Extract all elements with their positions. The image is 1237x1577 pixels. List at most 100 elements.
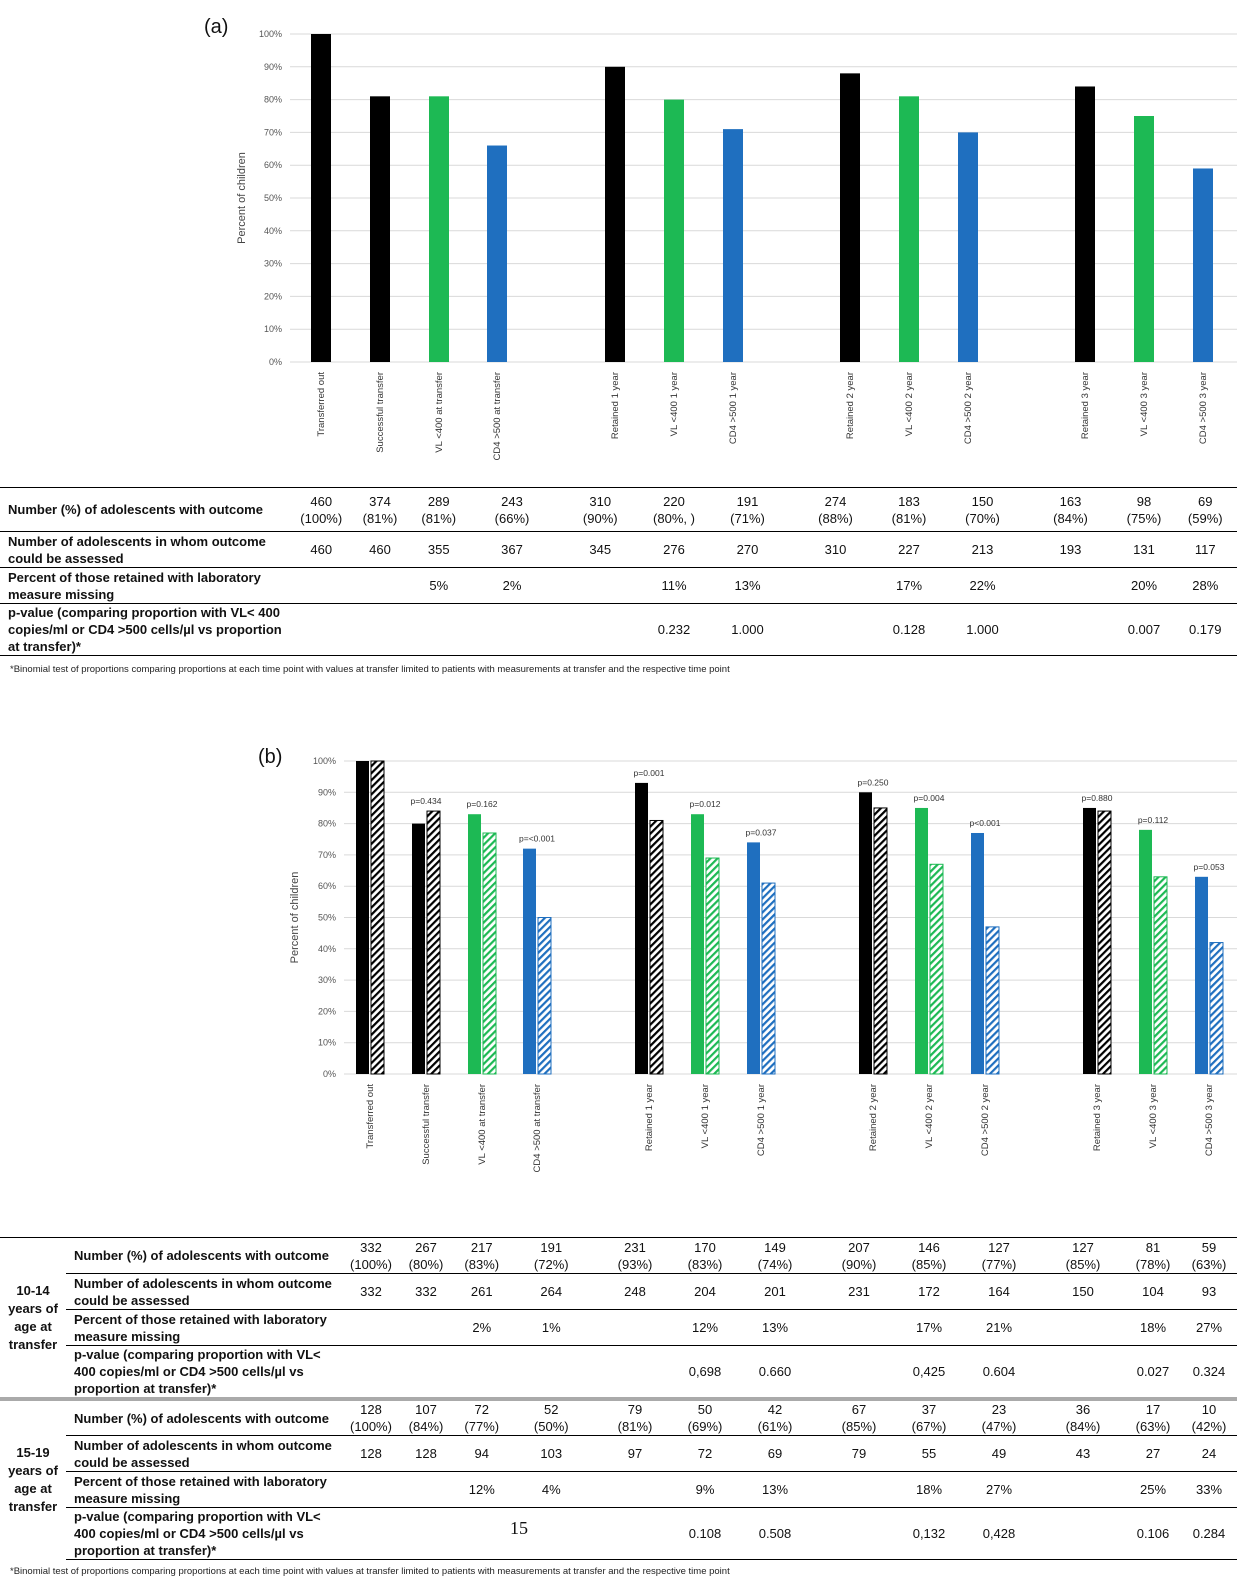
table-b-footnote: *Binomial test of proportions comparing … xyxy=(10,1566,730,1577)
x-tick-label-b: CD4 >500 at transfer xyxy=(532,1084,543,1172)
table-cell: 201 xyxy=(733,1273,817,1310)
table-cell: 79 (81%) xyxy=(593,1397,677,1436)
table-cell: 0.128 xyxy=(879,603,939,656)
table-cell: 37 (67%) xyxy=(901,1397,957,1436)
table-cell: 23 (47%) xyxy=(957,1397,1041,1436)
bar-b-solid xyxy=(412,823,425,1074)
table-cell xyxy=(791,567,880,604)
table-cell: 310 (90%) xyxy=(556,487,645,532)
x-tick-label-b: VL <400 1 year xyxy=(700,1084,711,1148)
row-label: p-value (comparing proportion with VL< 4… xyxy=(66,1507,344,1560)
table-cell: 42 (61%) xyxy=(733,1397,817,1436)
bar-b-hatched xyxy=(761,882,776,1075)
chart-b: 0% 10% 20% 30% 40% 50% 60% 70% 80% 90% 100% Percent… xyxy=(289,756,1237,1172)
table-cell: 0.508 xyxy=(733,1507,817,1560)
table-cell: 13% xyxy=(733,1309,817,1346)
table-cell: 0,428 xyxy=(957,1507,1041,1560)
table-cell: 0.108 xyxy=(677,1507,733,1560)
x-tick-label-b: VL <400 at transfer xyxy=(477,1084,488,1165)
table-b-row: 15-19 years of age at transfer Number (%)… xyxy=(0,1397,1237,1560)
table-cell: 289 (81%) xyxy=(409,487,468,532)
page-number: 15 xyxy=(510,1518,528,1538)
p-value-label: p=0.250 xyxy=(858,777,889,787)
age-group-label: 10-14 years of age at transfer xyxy=(0,1237,66,1399)
x-tick-label-a: CD4 >500 1 year xyxy=(728,372,739,444)
table-cell: 150 (70%) xyxy=(938,487,1027,532)
table-cell xyxy=(556,567,645,604)
table-cell: 97 xyxy=(593,1435,677,1472)
table-cell: 50 (69%) xyxy=(677,1397,733,1436)
x-tick-label-b: Retained 2 year xyxy=(868,1084,879,1151)
table-cell: 0.179 xyxy=(1173,603,1237,656)
row-label: Percent of those retained with laborator… xyxy=(66,1471,344,1508)
table-cell: 94 xyxy=(454,1435,510,1472)
y-tick-label-a: 90% xyxy=(264,62,282,72)
bar-b-solid xyxy=(691,814,704,1074)
table-cell xyxy=(350,603,410,656)
table-cell: 150 xyxy=(1041,1273,1125,1310)
row-label: Number (%) of adolescents with outcome xyxy=(66,1397,344,1436)
table-cell: 164 xyxy=(957,1273,1041,1310)
bar-b-solid xyxy=(1195,876,1208,1074)
table-cell xyxy=(1041,1471,1125,1508)
table-b-row: Number of adolescents in whom outcome co… xyxy=(0,1273,1237,1310)
bar-a xyxy=(1075,86,1095,362)
table-cell xyxy=(1041,1309,1125,1346)
bar-b-hatched xyxy=(1209,942,1224,1075)
y-tick-label-b: 50% xyxy=(318,913,336,923)
table-cell: 0.324 xyxy=(1181,1345,1237,1399)
y-axis-label-a: Percent of children xyxy=(236,152,248,244)
table-cell xyxy=(509,1507,593,1560)
table-cell: 1.000 xyxy=(938,603,1027,656)
table-a-row: Percent of those retained with laborator… xyxy=(0,567,1237,604)
table-cell xyxy=(398,1345,454,1399)
x-tick-label-b: Transferred out xyxy=(365,1084,376,1149)
table-cell: 0.007 xyxy=(1114,603,1174,656)
panel-b-label: (b) xyxy=(258,746,283,768)
x-tick-label-a: VL <400 1 year xyxy=(669,372,680,436)
table-cell: 460 xyxy=(292,531,351,568)
x-tick-label-b: VL <400 2 year xyxy=(924,1084,935,1148)
table-cell: 460 xyxy=(350,531,410,568)
table-cell xyxy=(454,1507,510,1560)
table-cell: 231 xyxy=(817,1273,901,1310)
table-cell: 67 (85%) xyxy=(817,1397,901,1436)
table-cell: 81 (78%) xyxy=(1125,1237,1181,1274)
p-value-label: p=0.434 xyxy=(411,796,442,806)
y-tick-label-b: 70% xyxy=(318,850,336,860)
y-tick-label-b: 30% xyxy=(318,975,336,985)
y-tick-label-b: 80% xyxy=(318,819,336,829)
table-cell: 52 (50%) xyxy=(509,1397,593,1436)
y-axis-label-b: Percent of children xyxy=(289,872,301,964)
bar-b-solid xyxy=(468,814,481,1074)
table-a-row: Number of adolescents in whom outcome co… xyxy=(0,531,1237,568)
table-cell: 217 (83%) xyxy=(454,1237,510,1274)
table-cell: 0,132 xyxy=(901,1507,957,1560)
table-cell: 355 xyxy=(409,531,468,568)
bar-b-solid xyxy=(915,807,928,1074)
bar-a xyxy=(429,96,449,362)
table-cell: 98 (75%) xyxy=(1114,487,1174,532)
bar-b-solid xyxy=(971,832,984,1074)
table-cell: 248 xyxy=(593,1273,677,1310)
y-tick-label-b: 90% xyxy=(318,787,336,797)
bar-b-hatched xyxy=(705,857,720,1075)
row-label: Number of adolescents in whom outcome co… xyxy=(66,1435,344,1472)
table-b-row: Number of adolescents in whom outcome co… xyxy=(0,1435,1237,1472)
table-cell: 24 xyxy=(1181,1435,1237,1472)
bar-a xyxy=(899,96,919,362)
table-cell: 18% xyxy=(901,1471,957,1508)
bar-a xyxy=(840,73,860,363)
bar-b-solid xyxy=(523,848,536,1074)
table-cell xyxy=(409,603,468,656)
bar-a xyxy=(723,129,743,362)
table-cell xyxy=(1041,1345,1125,1399)
p-value-label: p=0.162 xyxy=(467,799,498,809)
p-value-label: p=0.012 xyxy=(690,799,721,809)
table-cell xyxy=(454,1345,510,1399)
table-cell: 27% xyxy=(1181,1309,1237,1346)
bar-a xyxy=(605,66,625,363)
x-tick-label-a: Retained 3 year xyxy=(1080,372,1091,439)
table-cell: 128 xyxy=(344,1435,398,1472)
table-cell: 93 xyxy=(1181,1273,1237,1310)
